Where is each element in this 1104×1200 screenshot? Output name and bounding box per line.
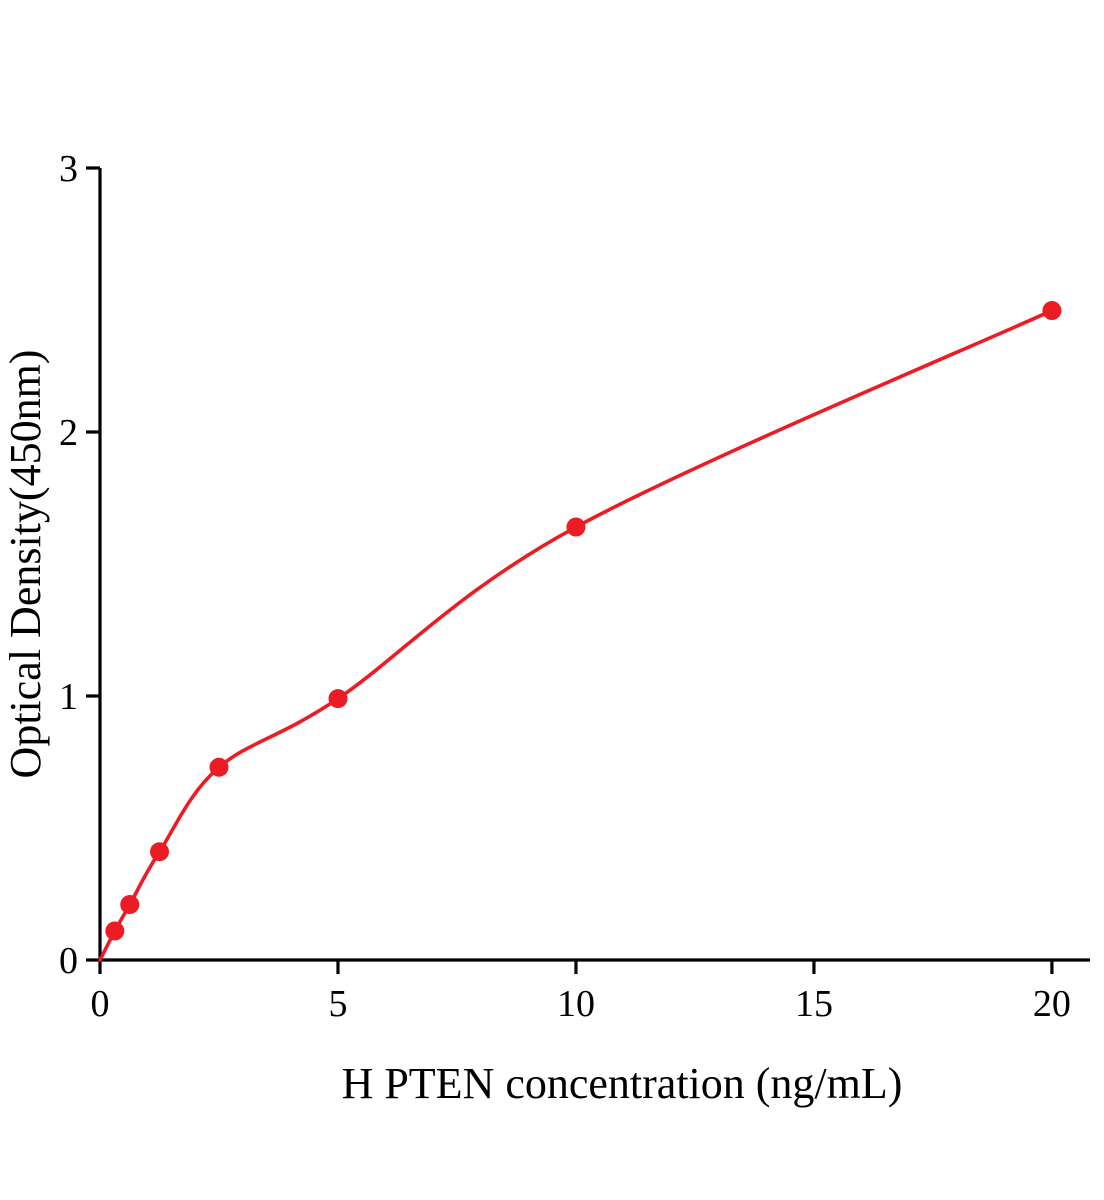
x-axis-title: H PTEN concentration (ng/mL)	[342, 1059, 903, 1108]
ticks-group	[86, 166, 1054, 974]
data-point	[209, 757, 229, 777]
data-point	[1042, 301, 1062, 321]
axes-group	[98, 168, 1090, 962]
x-tick-label: 5	[328, 983, 347, 1025]
x-tick-label: 0	[91, 983, 110, 1025]
tick-labels-group: 0 5 10 15 20 0 1 2 3	[59, 148, 1071, 1025]
y-axis-title: Optical Density(450nm)	[1, 350, 50, 779]
x-tick-label: 15	[795, 983, 833, 1025]
data-point	[120, 895, 140, 915]
y-tick-label: 1	[59, 676, 78, 718]
y-tick-label: 0	[59, 940, 78, 982]
points-group	[105, 301, 1062, 941]
x-tick-label: 20	[1033, 983, 1071, 1025]
y-tick-label: 2	[59, 412, 78, 454]
data-point	[105, 921, 125, 941]
y-tick-label: 3	[59, 148, 78, 190]
data-point	[328, 689, 348, 709]
curve-group	[98, 308, 1054, 962]
axis-lines	[98, 168, 1090, 962]
fitted-curve	[98, 308, 1054, 962]
data-point	[566, 517, 586, 537]
data-point	[149, 842, 169, 862]
x-tick-label: 10	[557, 983, 595, 1025]
